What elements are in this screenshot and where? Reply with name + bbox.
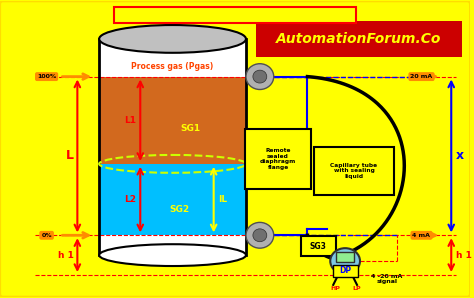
Text: 100%: 100%: [37, 74, 56, 79]
Text: 0%: 0%: [41, 233, 52, 238]
Bar: [99, 39, 246, 255]
Ellipse shape: [99, 25, 246, 53]
Bar: [336, 252, 354, 262]
Ellipse shape: [246, 64, 273, 89]
Text: AutomationForum.Co: AutomationForum.Co: [276, 32, 442, 46]
Ellipse shape: [246, 222, 273, 248]
Text: SG3: SG3: [310, 242, 327, 251]
Bar: [99, 77, 246, 164]
Text: x: x: [456, 149, 465, 162]
Text: Process gas (Pgas): Process gas (Pgas): [131, 62, 214, 71]
Text: LP: LP: [353, 286, 361, 291]
Text: Capillary tube
with sealing
liquid: Capillary tube with sealing liquid: [330, 162, 378, 179]
FancyBboxPatch shape: [245, 129, 311, 189]
Text: 20 mA: 20 mA: [410, 74, 433, 79]
Ellipse shape: [99, 244, 246, 266]
Text: Remote
sealed
diaphragm
flange: Remote sealed diaphragm flange: [260, 148, 296, 170]
FancyBboxPatch shape: [333, 265, 357, 277]
Text: SG2: SG2: [170, 205, 190, 214]
Ellipse shape: [253, 70, 267, 83]
Text: IL: IL: [218, 195, 227, 204]
Bar: [256, 21, 462, 57]
Text: HP: HP: [330, 286, 340, 291]
Text: L: L: [65, 149, 73, 162]
Bar: [99, 39, 246, 255]
Text: Interface level calculator from Differential pressure: Interface level calculator from Differen…: [118, 11, 353, 20]
Text: SG1: SG1: [180, 124, 200, 133]
Text: 4 -20 mA
signal: 4 -20 mA signal: [371, 274, 402, 284]
Text: 4 mA: 4 mA: [412, 233, 430, 238]
Ellipse shape: [330, 248, 360, 274]
Text: h 1: h 1: [57, 251, 73, 260]
Text: L1: L1: [124, 116, 137, 125]
Text: DP: DP: [339, 266, 351, 275]
Bar: [99, 164, 246, 235]
FancyBboxPatch shape: [314, 147, 394, 195]
Text: L2: L2: [124, 195, 137, 204]
Ellipse shape: [253, 229, 267, 242]
Text: h 1: h 1: [456, 251, 472, 260]
FancyBboxPatch shape: [301, 236, 336, 256]
